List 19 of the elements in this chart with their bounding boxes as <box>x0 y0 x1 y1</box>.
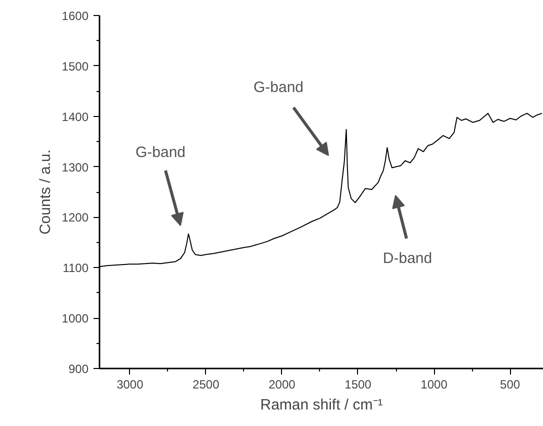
y-tick-label: 1500 <box>62 59 89 74</box>
y-tick-label: 1100 <box>62 261 89 276</box>
annotation: G-band <box>135 144 186 161</box>
x-tick-label: 2000 <box>268 378 296 392</box>
annotation: D-band <box>382 250 432 267</box>
y-tick-label: 1600 <box>62 9 89 23</box>
y-tick-label: 900 <box>68 362 89 376</box>
x-axis-title: Raman shift / cm⁻¹ <box>260 396 383 414</box>
x-tick-label: 500 <box>500 378 520 392</box>
y-axis-title: Counts / a.u. <box>36 149 54 235</box>
y-tick-label: 1200 <box>62 210 89 225</box>
annotation: G-band <box>253 79 304 96</box>
y-tick-label: 1400 <box>62 110 89 124</box>
x-tick-label: 1000 <box>420 378 448 392</box>
x-tick-label: 3000 <box>116 378 144 392</box>
x-tick-label: 2500 <box>192 378 220 392</box>
x-tick-label: 1500 <box>344 378 372 392</box>
y-tick-label: 1000 <box>62 312 89 326</box>
y-tick-label: 1300 <box>62 160 89 174</box>
